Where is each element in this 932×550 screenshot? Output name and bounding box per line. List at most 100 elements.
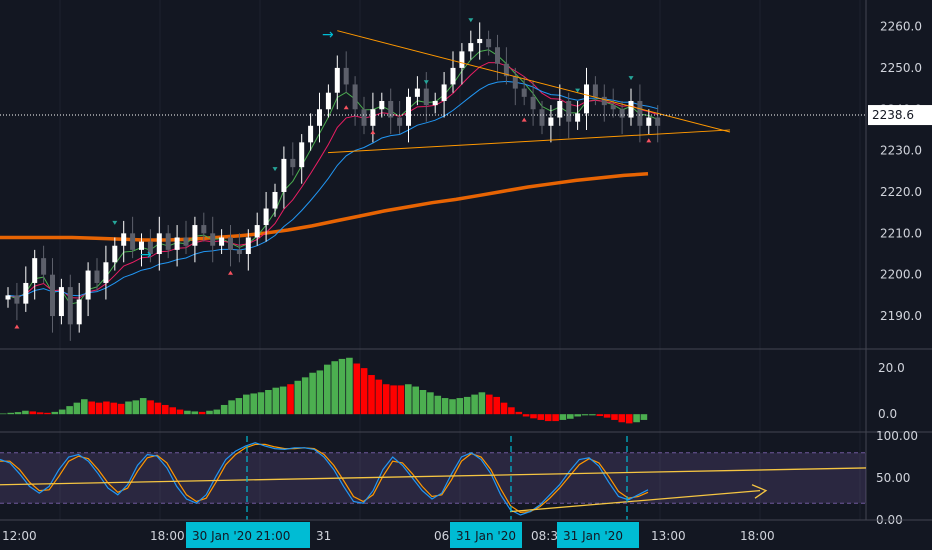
hist-tick-label: 20.0: [878, 361, 905, 375]
candle-body: [254, 225, 260, 238]
histogram-bar: [95, 402, 103, 415]
price-tick-label: 2210.0: [880, 226, 922, 240]
histogram-bar: [14, 412, 22, 415]
histogram-bar: [353, 363, 361, 415]
candle-body: [459, 51, 465, 68]
candle-body: [655, 117, 661, 126]
histogram-bar: [132, 400, 140, 415]
histogram-bar: [73, 402, 81, 415]
histogram-bar: [419, 390, 427, 415]
candle-body: [512, 76, 518, 89]
histogram-bar: [169, 407, 176, 415]
histogram-bar: [66, 406, 73, 415]
histogram-bar: [279, 386, 287, 415]
time-highlight-label: 31 Jan '20: [563, 529, 623, 543]
time-tick-label: 08:30: [531, 529, 566, 543]
candle-body: [557, 100, 563, 118]
candle-body: [628, 100, 634, 118]
candle-body: [219, 237, 225, 246]
signal-down-marker: [272, 167, 278, 172]
candle-body: [32, 258, 38, 283]
histogram-bar: [581, 414, 589, 416]
histogram-bar: [154, 402, 162, 415]
candle-body: [130, 233, 136, 250]
candle-body: [76, 299, 82, 325]
histogram-bar: [567, 414, 574, 419]
candle-body: [245, 237, 251, 255]
signal-up-marker: [343, 105, 349, 110]
histogram-bar: [228, 400, 235, 415]
histogram-bar: [309, 372, 316, 415]
candle-body: [495, 47, 500, 64]
histogram-bar: [235, 398, 243, 415]
histogram-bar: [162, 404, 169, 415]
histogram-bar: [117, 403, 125, 415]
candle-body: [486, 38, 492, 48]
histogram-bar: [301, 377, 309, 415]
candle-body: [361, 109, 367, 126]
candle-body: [41, 258, 47, 275]
histogram-bar: [537, 414, 545, 420]
candle-body: [67, 287, 73, 325]
ema-200-line: [0, 172, 649, 242]
histogram-bar: [250, 393, 257, 415]
candle-body: [112, 245, 118, 263]
candle-body: [548, 117, 554, 126]
candle-body: [236, 249, 242, 255]
ema-slow-line: [7, 80, 658, 297]
candle-body: [228, 237, 233, 250]
candle-body: [592, 84, 598, 97]
candle-body: [584, 84, 589, 114]
candle-body: [352, 84, 358, 110]
time-tick-label: 06:: [434, 529, 453, 543]
histogram-bar: [559, 414, 567, 420]
price-tick-label: 2190.0: [880, 309, 922, 323]
histogram-bar: [81, 399, 88, 415]
candle-body: [272, 191, 278, 209]
candle-body: [299, 142, 305, 168]
histogram-bar: [574, 414, 581, 417]
histogram-bar: [397, 385, 405, 415]
histogram-bar: [463, 396, 471, 415]
histogram-bar: [44, 412, 51, 415]
candle-body: [610, 105, 616, 110]
histogram-bar: [625, 414, 633, 424]
histogram-bar: [360, 368, 368, 415]
histogram-bar: [633, 414, 640, 423]
candle-body: [468, 43, 474, 52]
wedge-upper-trendline: [337, 30, 731, 133]
candle-body: [23, 282, 29, 304]
histogram-bar: [412, 386, 419, 415]
candle-body: [441, 84, 447, 101]
time-highlight-badge: [450, 522, 522, 548]
signal-up-marker: [14, 324, 20, 329]
candle-body: [103, 262, 109, 283]
histogram-bar: [287, 384, 294, 415]
stoch-k-line: [0, 442, 649, 516]
time-highlight-badge: [557, 522, 639, 548]
signal-up-marker: [228, 270, 233, 275]
ema-mid-line: [7, 62, 658, 299]
candle-body: [165, 233, 171, 250]
candle-body: [281, 158, 287, 192]
histogram-bar: [346, 357, 353, 415]
candle-body: [343, 67, 349, 85]
histogram-bar: [441, 398, 449, 415]
histogram-bar: [206, 410, 213, 415]
histogram-bar: [596, 414, 604, 417]
histogram-bar: [125, 401, 132, 415]
candle-body: [388, 100, 394, 118]
histogram-bar: [0, 413, 7, 415]
histogram-bar: [382, 384, 390, 415]
histogram-bar: [139, 398, 147, 415]
histogram-bar: [198, 411, 206, 415]
histogram-bar: [294, 380, 302, 415]
histogram-bar: [7, 412, 14, 415]
arrow-right-marker: →: [322, 27, 334, 43]
candle-body: [566, 100, 572, 122]
candle-body: [521, 88, 527, 97]
candle-body: [503, 63, 509, 77]
histogram-bar: [257, 392, 265, 415]
